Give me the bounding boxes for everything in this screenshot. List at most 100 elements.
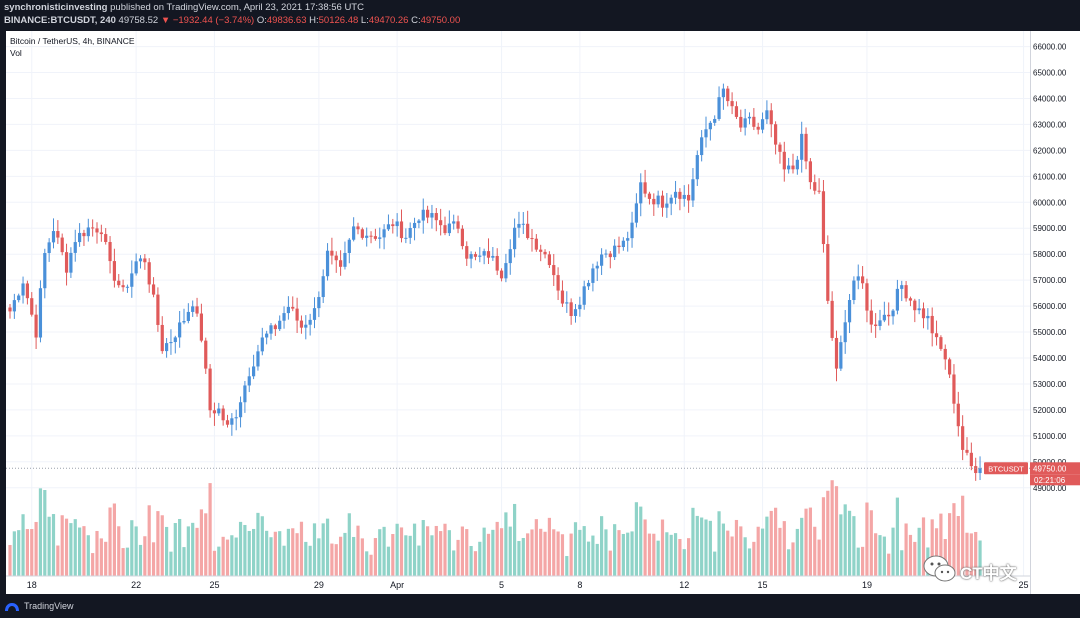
volume-bar — [839, 514, 843, 576]
candle-body — [408, 227, 412, 238]
candle-body — [330, 250, 334, 256]
volume-bar — [30, 529, 34, 576]
candle-body — [778, 144, 782, 152]
candle-body — [804, 133, 808, 162]
volume-bar — [208, 483, 212, 576]
y-tick-label: 53000.00 — [1033, 380, 1067, 389]
volume-bar — [399, 527, 404, 576]
volume-bar — [639, 506, 643, 576]
volume-bar — [317, 538, 321, 576]
volume-bar — [565, 556, 569, 576]
volume-bar — [369, 554, 373, 576]
volume-bar — [917, 527, 921, 576]
candle-body — [530, 238, 534, 240]
candle-body — [569, 302, 573, 317]
volume-bar — [586, 541, 591, 576]
candle-body — [608, 253, 612, 258]
volume-bar — [430, 535, 434, 576]
candle-body — [64, 252, 69, 273]
candle-body — [978, 468, 982, 474]
x-tick-label: 5 — [499, 580, 504, 590]
volume-bar — [134, 526, 138, 576]
candle-body — [565, 302, 569, 304]
candle-body — [95, 228, 99, 233]
volume-bar — [913, 541, 917, 576]
volume-bar — [682, 549, 686, 576]
volume-bar — [717, 511, 721, 576]
candle-body — [38, 288, 43, 338]
x-tick-label: 25 — [209, 580, 219, 590]
volume-bar — [787, 549, 791, 576]
candle-body — [826, 244, 830, 301]
candle-body — [647, 193, 652, 199]
volume-bar — [900, 550, 904, 576]
volume-bar — [930, 519, 934, 576]
volume-bar — [652, 533, 656, 576]
volume-bar — [687, 538, 691, 576]
candle-body — [356, 226, 360, 230]
volume-bar — [721, 523, 725, 576]
candle-body — [286, 306, 290, 314]
volume-bar — [91, 553, 95, 576]
candle-body — [643, 182, 647, 194]
volume-bar — [704, 519, 708, 576]
y-tick-label: 56000.00 — [1033, 302, 1067, 311]
volume-bar — [556, 531, 560, 576]
x-tick-label: 15 — [758, 580, 768, 590]
x-tick-label: 19 — [862, 580, 872, 590]
candle-body — [256, 351, 260, 367]
volume-bar — [160, 515, 164, 576]
volume-bar — [573, 522, 578, 576]
volume-bar — [708, 520, 712, 576]
volume-bar — [412, 523, 417, 576]
volume-bar — [608, 550, 612, 576]
candle-body — [613, 245, 617, 258]
candle-body — [708, 122, 712, 130]
candle-body — [921, 308, 926, 319]
countdown-badge — [1030, 474, 1080, 486]
volume-bar — [178, 518, 182, 576]
candle-body — [217, 408, 221, 414]
close-label: C: — [411, 15, 421, 26]
x-tick-label: 18 — [27, 580, 37, 590]
volume-bar — [117, 526, 121, 576]
volume-bar — [804, 508, 808, 576]
volume-bar — [373, 538, 377, 576]
volume-bar — [647, 533, 652, 576]
candlestick-chart[interactable]: 18 22 25 29 Apr 5 8 12 15 19 25 BTCUSDT — [6, 31, 1030, 594]
candle-body — [295, 308, 299, 321]
volume-bar — [417, 545, 421, 576]
candle-body — [917, 308, 921, 311]
volume-bar — [813, 526, 817, 576]
candle-body — [700, 137, 704, 156]
candle-body — [747, 116, 752, 119]
volume-bar — [504, 512, 508, 576]
volume-bar — [691, 507, 695, 576]
volume-bar — [60, 515, 64, 576]
volume-bar — [247, 530, 251, 576]
candle-body — [191, 306, 195, 312]
candle-body — [130, 273, 134, 287]
volume-bar — [265, 530, 269, 576]
chart-pane[interactable]: 18 22 25 29 Apr 5 8 12 15 19 25 BTCUSDT Bitcoin / T… — [6, 31, 1030, 594]
volume-bar — [495, 521, 499, 576]
volume-bar — [312, 523, 317, 576]
candle-body — [456, 221, 460, 229]
volume-bar — [447, 530, 451, 576]
candle-body — [534, 238, 538, 250]
volume-bar — [765, 516, 769, 576]
price-axis[interactable]: 49000.0050000.0051000.0052000.0053000.00… — [1030, 31, 1080, 594]
candle-body — [247, 376, 251, 386]
volume-bar — [291, 528, 295, 576]
candle-body — [56, 231, 60, 238]
candle-body — [760, 119, 765, 130]
volume-bar — [143, 536, 147, 576]
candle-body — [952, 374, 956, 404]
volume-bar — [173, 523, 177, 576]
candle-body — [634, 203, 638, 223]
candle-body — [417, 220, 421, 223]
candle-body — [134, 261, 138, 274]
candle-body — [526, 223, 530, 239]
volume-bar — [278, 531, 282, 576]
volume-bar — [695, 515, 699, 576]
